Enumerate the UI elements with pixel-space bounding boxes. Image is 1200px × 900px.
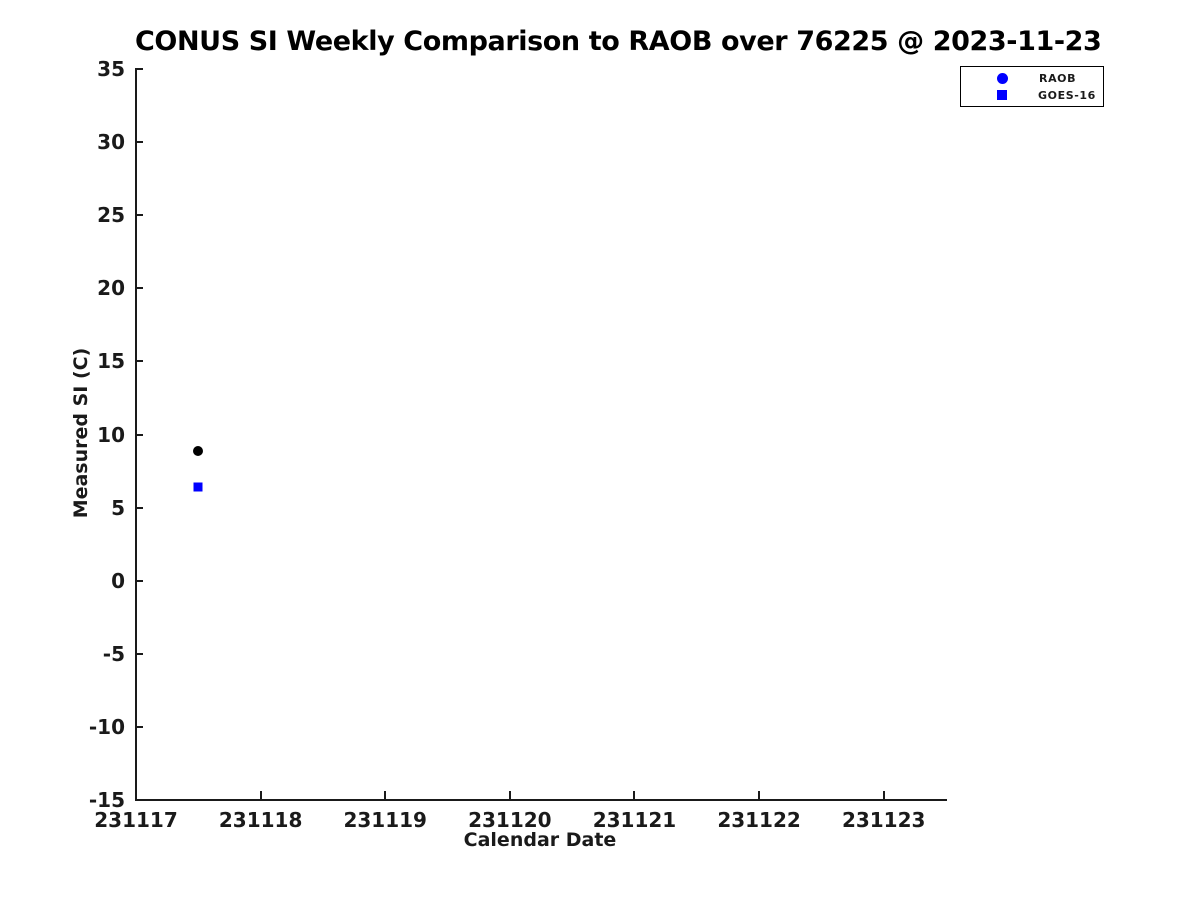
- y-tick-mark: [135, 68, 143, 70]
- x-tick-mark: [384, 791, 387, 799]
- plot-area: 231117 231118 231119 231120 231121 231122 2311…: [89, 57, 947, 832]
- x-tick-mark: [508, 791, 511, 799]
- x-tick-label: 231120: [468, 808, 552, 832]
- y-tick-mark: [135, 652, 143, 655]
- y-tick-mark: [135, 360, 143, 363]
- x-tick-mark: [259, 791, 262, 799]
- x-tick-mark: [758, 791, 761, 799]
- chart-title: CONUS SI Weekly Comparison to RAOB over …: [135, 26, 1102, 57]
- y-tick-mark: [135, 725, 143, 728]
- circle-swatch-icon: [997, 72, 1008, 84]
- x-tick-label: 231119: [343, 808, 427, 832]
- x-tick-mark: [135, 791, 137, 799]
- y-tick-mark: [135, 433, 143, 436]
- legend-label: GOES-16: [1038, 88, 1096, 102]
- data-point-raob: [193, 445, 204, 456]
- legend: RAOB GOES-16: [960, 66, 1104, 107]
- y-tick-label: 10: [97, 422, 125, 447]
- x-axis-spine: [135, 799, 947, 801]
- y-tick-label: -10: [88, 714, 125, 739]
- y-tick-label: 0: [111, 568, 125, 593]
- y-tick-mark: [135, 214, 143, 217]
- y-tick-label: -15: [88, 788, 125, 812]
- legend-label: RAOB: [1039, 71, 1077, 85]
- x-axis-label: Calendar Date: [463, 829, 617, 851]
- x-tick-label: 231123: [841, 808, 926, 832]
- x-tick-label: 231122: [717, 808, 801, 832]
- y-tick-mark: [135, 287, 143, 290]
- data-point-goes-16: [193, 482, 203, 492]
- y-tick-mark: [135, 506, 143, 509]
- y-tick-label: 5: [111, 495, 125, 520]
- y-tick-label: 20: [97, 276, 125, 301]
- x-tick-label: 231121: [592, 808, 677, 832]
- legend-entry-raob: RAOB: [961, 71, 1103, 85]
- x-tick-label: 231117: [94, 808, 178, 832]
- legend-entry-goes-16: GOES-16: [961, 88, 1103, 102]
- y-tick-mark: [135, 799, 143, 801]
- y-tick-label: -5: [102, 641, 125, 666]
- x-tick-label: 231118: [218, 808, 303, 832]
- square-swatch-icon: [997, 90, 1007, 100]
- y-tick-label: 30: [97, 130, 125, 155]
- y-tick-mark: [135, 141, 143, 144]
- y-tick-mark: [135, 579, 143, 582]
- y-tick-label: 15: [97, 349, 125, 374]
- y-tick-label: 25: [97, 203, 125, 228]
- x-tick-mark: [633, 791, 636, 799]
- x-tick-mark: [882, 791, 885, 799]
- y-tick-label: 35: [97, 57, 125, 81]
